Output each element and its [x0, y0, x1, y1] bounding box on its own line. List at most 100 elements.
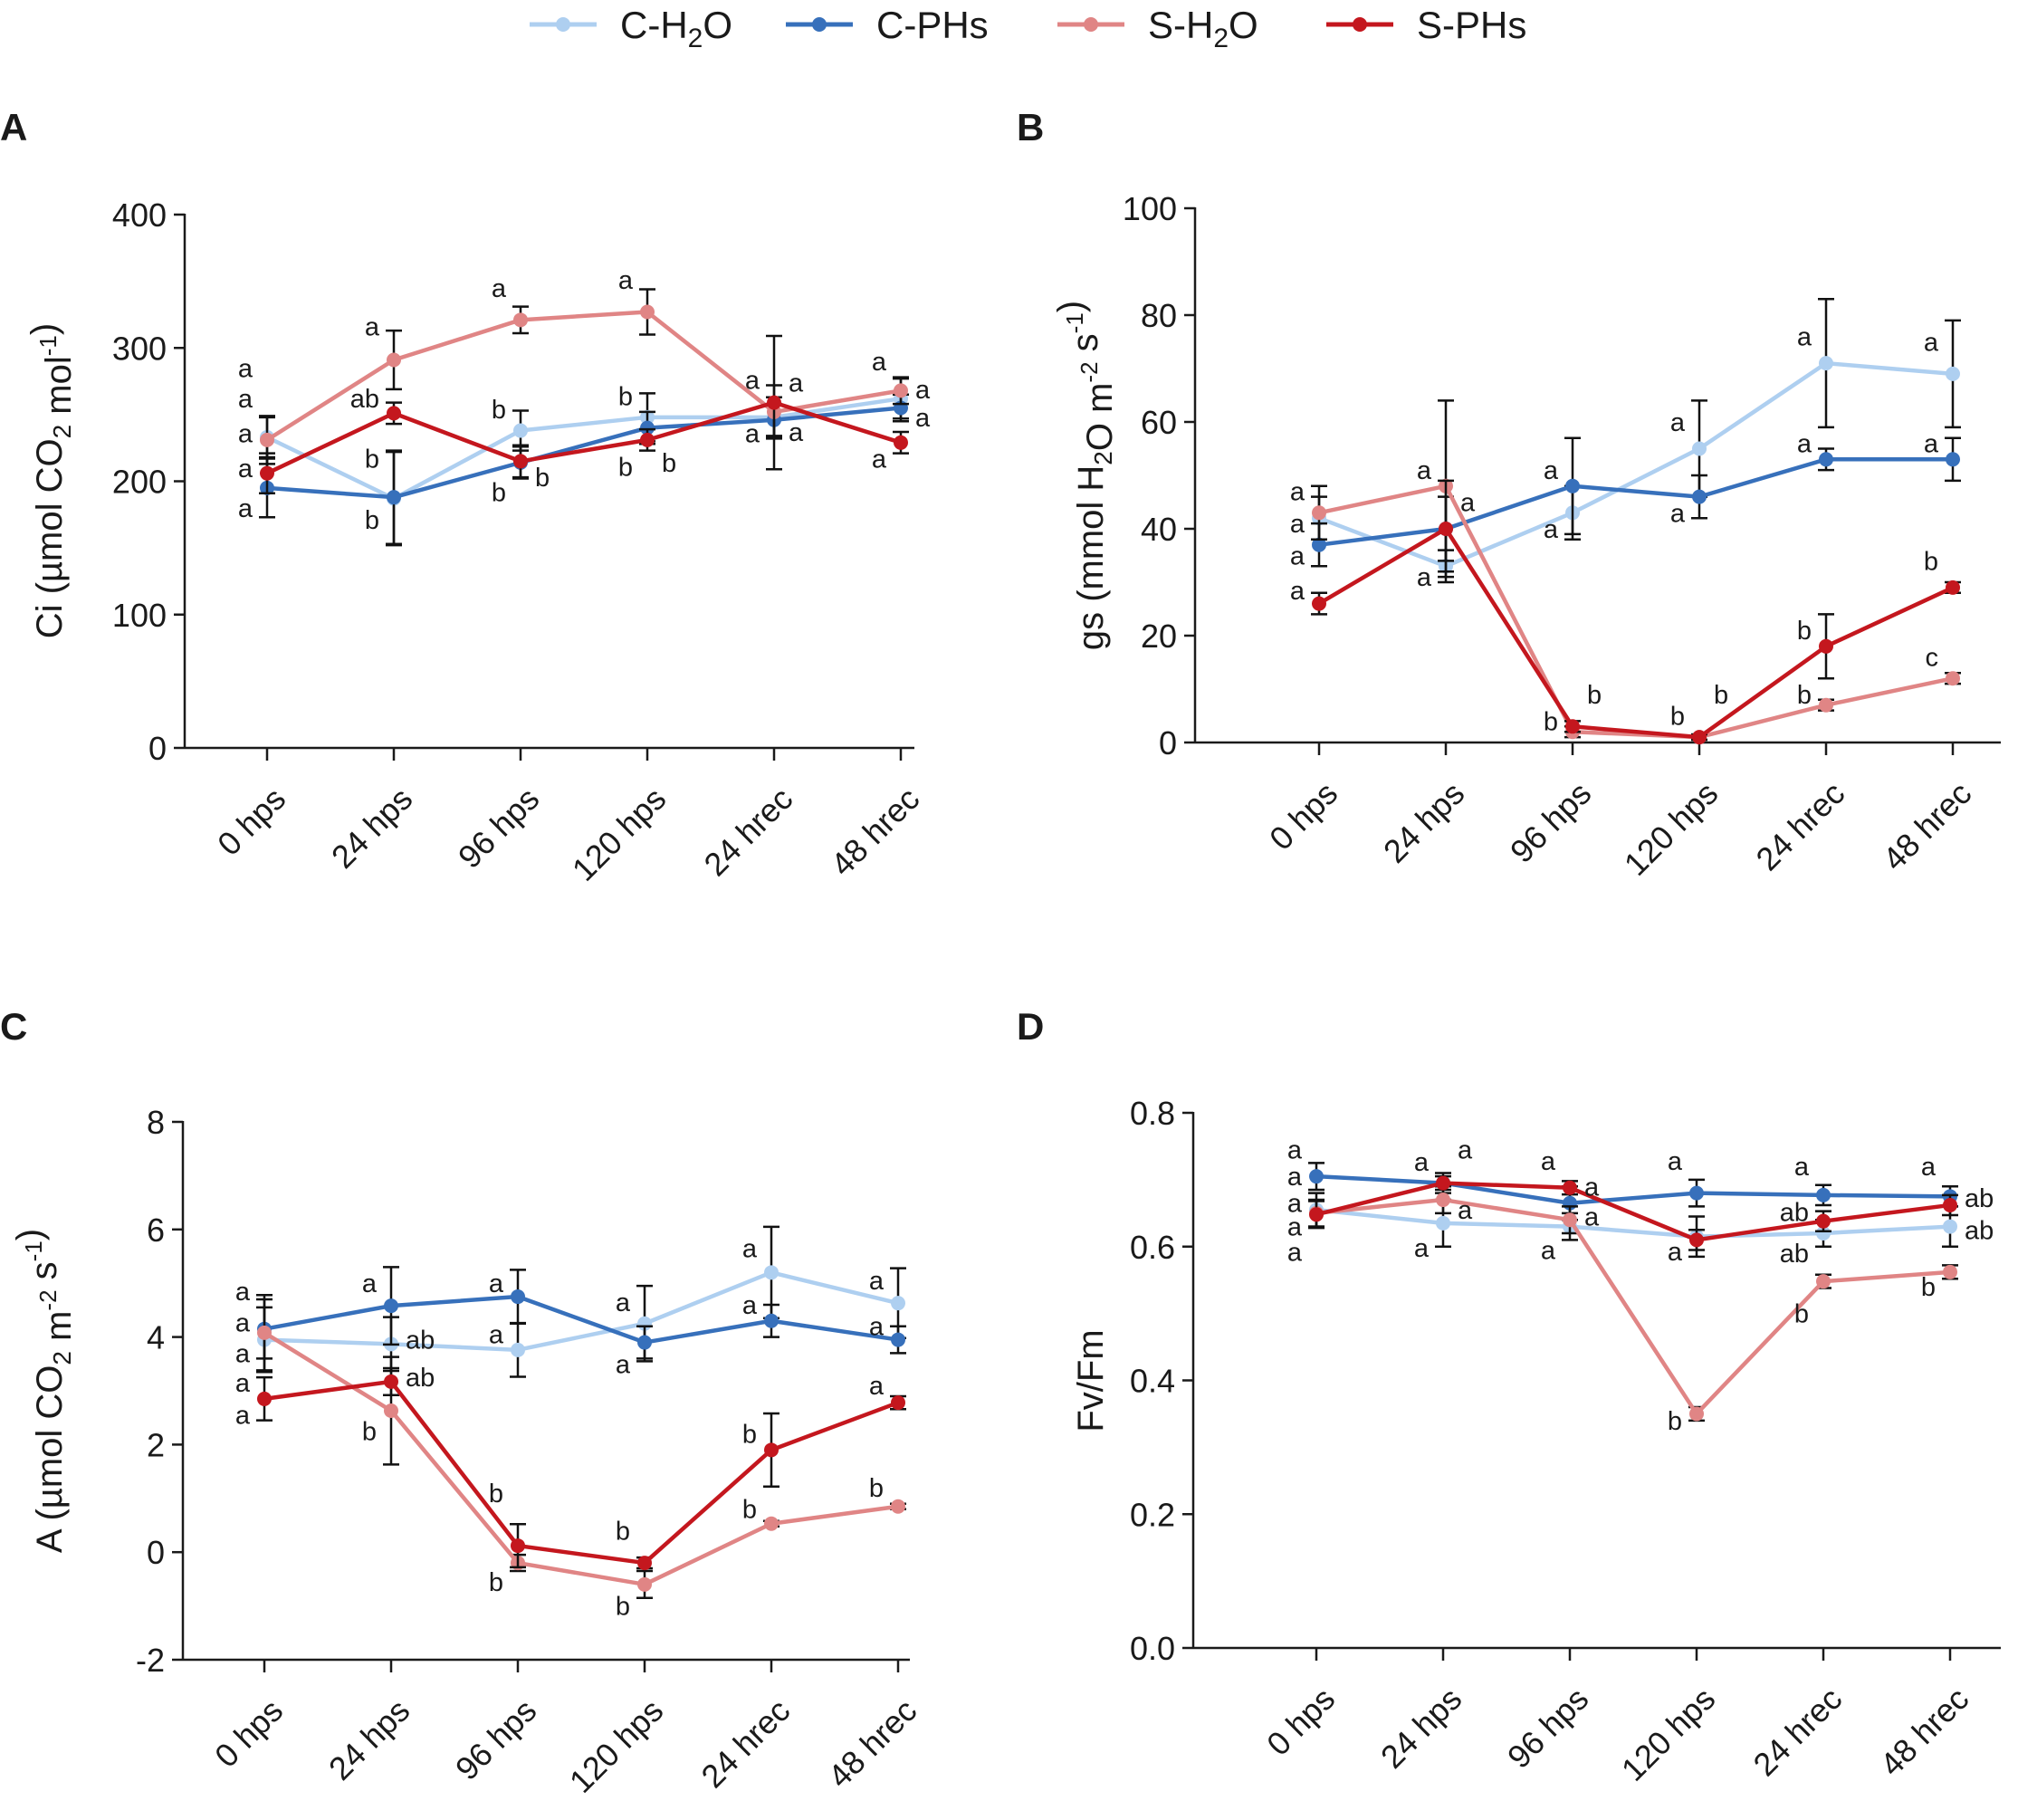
- data-point: [894, 435, 908, 450]
- y-axis-title-part: ): [24, 323, 64, 335]
- data-point: [260, 465, 274, 481]
- y-tick-label: 40: [1141, 511, 1177, 548]
- y-axis-title-part: gs (mmol H: [1071, 465, 1111, 650]
- y-axis-title: Ci (µmol CO2 mol-1): [24, 323, 79, 638]
- panel-d: D 0.0 0.2 0.4 0.6 0.8 0 hps 24 hps 96 hps 120 hps…: [1017, 1005, 2001, 1788]
- data-point: [764, 1442, 779, 1458]
- series-line: [1315, 1197, 1951, 1416]
- significance-letter: a: [1924, 329, 1939, 358]
- significance-letter: b: [1794, 1300, 1809, 1329]
- significance-letter: b: [742, 1496, 757, 1525]
- x-tick-label: 24 hps: [1376, 774, 1471, 869]
- series-s-phs: [1311, 479, 1961, 745]
- panel-c: C -2 0 2 4 6 8 0 hps 24 hps 96 hps 120 hps 24 hrec 4…: [0, 1005, 923, 1800]
- data-point: [1565, 719, 1580, 734]
- significance-letter: a: [1458, 1196, 1473, 1225]
- significance-letter: a: [869, 1372, 885, 1401]
- significance-letter: a: [238, 494, 253, 523]
- significance-letter: ab: [1780, 1198, 1809, 1227]
- legend-item-c-phs: C-PHs: [786, 4, 989, 46]
- y-axis-title-part: ): [10, 1229, 50, 1240]
- series-line: [266, 406, 902, 500]
- x-tick-label: 48 hrec: [820, 1691, 923, 1795]
- x-tick-label: 120 hps: [1617, 774, 1726, 883]
- x-tick-label: 24 hps: [321, 1691, 416, 1786]
- significance-letter: a: [745, 419, 760, 448]
- series-line: [266, 396, 902, 501]
- data-point: [1309, 1169, 1324, 1184]
- data-point: [891, 1296, 905, 1311]
- data-point: [1439, 522, 1453, 536]
- significance-letter: b: [1797, 617, 1812, 646]
- significance-letter: a: [1544, 515, 1559, 544]
- significance-letter: a: [1460, 489, 1476, 518]
- significance-letter: a: [235, 1339, 251, 1368]
- legend-item-s-phs: S-PHs: [1326, 4, 1526, 46]
- significance-letter: a: [1290, 478, 1305, 507]
- data-point: [894, 383, 908, 398]
- significance-letter: a: [789, 418, 804, 447]
- significance-letter: a: [869, 1313, 885, 1342]
- x-tick-label: 48 hrec: [1872, 1680, 1975, 1783]
- data-point: [257, 1391, 272, 1406]
- data-point: [1563, 1180, 1577, 1195]
- significance-letter: a: [1584, 1173, 1600, 1202]
- data-point: [640, 420, 655, 436]
- significance-letter: a: [1584, 1203, 1600, 1232]
- y-axis-title-sub: 2: [48, 1351, 76, 1365]
- y-axis-title-part: Fv/Fm: [1071, 1329, 1111, 1432]
- series-s-h2o: [1311, 399, 1961, 745]
- x-tick-label: 120 hps: [565, 780, 674, 888]
- series-s-phs: [256, 1366, 906, 1571]
- series-line: [1315, 1173, 1951, 1205]
- significance-letter: a: [1290, 542, 1305, 571]
- data-point: [1943, 1197, 1957, 1212]
- significance-letter: b: [618, 453, 633, 482]
- significance-letter: a: [1290, 510, 1305, 539]
- significance-letter: a: [1924, 430, 1939, 459]
- significance-letter: a: [1797, 323, 1812, 352]
- data-point: [260, 432, 274, 447]
- y-tick-label: 300: [112, 330, 167, 367]
- panel-label: B: [1017, 106, 1044, 148]
- significance-letter: a: [869, 1267, 885, 1296]
- data-point: [637, 1576, 652, 1592]
- series-line: [263, 1379, 899, 1566]
- y-tick-label: 0.8: [1130, 1095, 1175, 1132]
- data-point: [1946, 366, 1960, 381]
- legend-marker: [1084, 17, 1098, 32]
- significance-letter: b: [365, 506, 379, 535]
- significance-letter: b: [489, 1480, 503, 1509]
- x-tick-label: 24 hrec: [1748, 774, 1851, 877]
- y-axis-title-part: m: [39, 1311, 79, 1351]
- significance-letter: b: [489, 1568, 503, 1597]
- data-point: [511, 1538, 525, 1554]
- series-line: [1315, 1181, 1951, 1242]
- x-tick-label: 0 hps: [1262, 774, 1344, 857]
- panel-label: C: [0, 1005, 27, 1048]
- x-tick-label: 24 hrec: [696, 780, 799, 883]
- significance-letter: a: [789, 369, 804, 398]
- y-tick-label: 0.6: [1130, 1229, 1175, 1266]
- data-point: [1565, 478, 1580, 493]
- x-tick-label: 0 hps: [1259, 1680, 1342, 1762]
- y-axis-title: Fv/Fm: [1071, 1329, 1111, 1432]
- data-point: [1436, 1215, 1450, 1231]
- significance-letter: b: [618, 382, 633, 411]
- data-point: [387, 352, 401, 368]
- data-point: [513, 454, 528, 469]
- y-tick-label: 8: [147, 1104, 165, 1141]
- significance-letter: a: [235, 1402, 251, 1431]
- y-axis-title-sup: -2: [1076, 361, 1103, 382]
- significance-letter: a: [1544, 456, 1559, 485]
- legend-label: C-H2O: [620, 4, 732, 53]
- legend-marker: [812, 17, 827, 32]
- significance-letter: b: [1924, 547, 1938, 576]
- significance-letter: b: [1670, 703, 1685, 732]
- series-line: [263, 1330, 899, 1587]
- significance-letter: a: [235, 1278, 251, 1307]
- series-line: [263, 1294, 899, 1345]
- data-point: [1816, 1274, 1831, 1289]
- data-point: [511, 1289, 525, 1305]
